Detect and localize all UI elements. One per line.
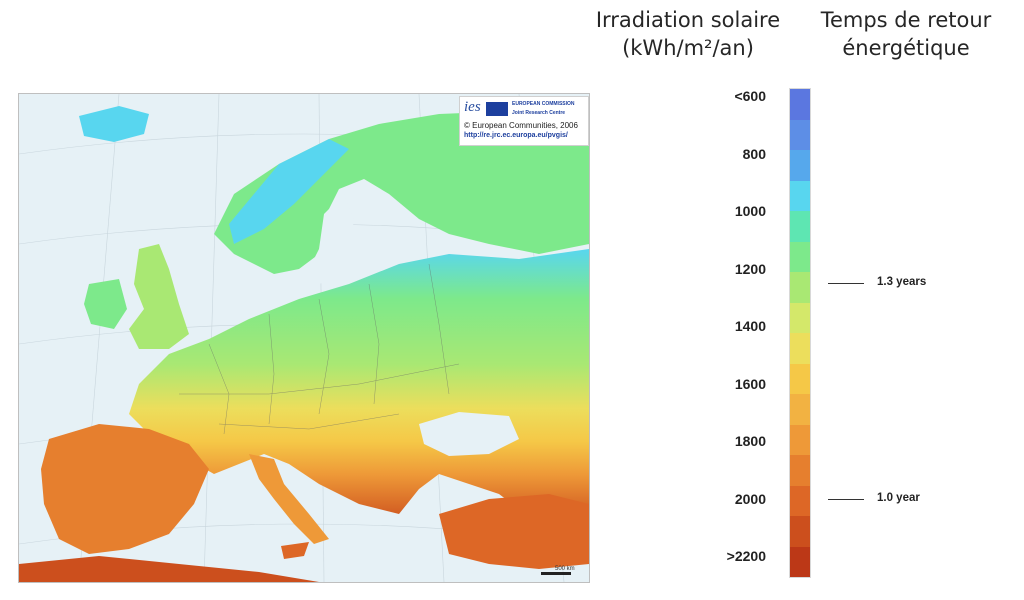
- scale-bar: [541, 572, 571, 575]
- eu-flag-icon: [486, 102, 508, 116]
- colorbar-segment: [790, 333, 810, 364]
- sicily: [281, 542, 309, 559]
- ec-logo-text: EUROPEAN COMMISSION: [512, 101, 575, 107]
- colorbar-segment: [790, 516, 810, 547]
- colorbar-tick-label: 1800: [734, 433, 766, 449]
- colorbar-segment: [790, 150, 810, 181]
- italy: [249, 454, 329, 544]
- jrc-logo-box: ies EUROPEAN COMMISSION Joint Research C…: [459, 96, 589, 146]
- north-africa: [19, 556, 319, 582]
- colorbar-tick-label: 1200: [734, 260, 766, 277]
- ireland: [84, 279, 127, 329]
- mainland-europe: [129, 249, 589, 524]
- irradiation-header-line1: Irradiation solaire: [595, 8, 781, 32]
- colorbar-segment: [790, 302, 810, 333]
- return-header-line1: Temps de retour: [820, 8, 992, 32]
- map-canvas: [19, 94, 589, 582]
- colorbar-tick-label: 2000: [734, 490, 766, 507]
- map-source-url: http://re.jrc.ec.europa.eu/pvgis/: [464, 132, 568, 139]
- colorbar-segment: [790, 363, 810, 394]
- return-header-line2: énergétique: [842, 36, 970, 60]
- colorbar-segment: [790, 241, 810, 272]
- baltic-sea: [309, 194, 354, 284]
- payback-label: 1.3 years: [877, 275, 927, 288]
- colorbar-segment: [790, 211, 810, 242]
- ies-logo: ies: [464, 99, 481, 115]
- borders: [179, 263, 460, 435]
- payback-line: [828, 282, 864, 284]
- colorbar-tick-label: 1000: [734, 203, 766, 219]
- colorbar-segment: [790, 546, 810, 577]
- colorbar-tick-label: <600: [734, 88, 766, 104]
- colorbar-segment: [790, 485, 810, 516]
- colorbar-tick-label: 800: [742, 145, 766, 162]
- colorbar-segment: [790, 424, 810, 455]
- payback-label: 1.0 year: [877, 491, 920, 504]
- irradiation-colorbar: [789, 88, 811, 578]
- colorbar-tick-label: 1400: [734, 318, 766, 334]
- map-copyright: © European Communities, 2006: [464, 121, 578, 130]
- irradiation-header-line2: (kWh/m²/an): [622, 36, 754, 60]
- black-sea: [419, 412, 519, 456]
- colorbar-segment: [790, 394, 810, 425]
- anatolia: [439, 494, 589, 569]
- colorbar-tick-label: >2200: [726, 548, 766, 564]
- return-header: Temps de retour énergétique: [806, 6, 1006, 62]
- scale-label: 500 km: [555, 566, 575, 572]
- jrc-logo-text: Joint Research Centre: [512, 110, 566, 116]
- colorbar-segment: [790, 89, 810, 120]
- colorbar-segment: [790, 119, 810, 150]
- iceland: [79, 106, 149, 142]
- irradiation-header: Irradiation solaire (kWh/m²/an): [588, 6, 788, 62]
- colorbar-segment: [790, 455, 810, 486]
- colorbar-tick-label: 1600: [734, 375, 766, 392]
- europe-irradiation-map: ies EUROPEAN COMMISSION Joint Research C…: [18, 93, 590, 583]
- great-britain: [129, 244, 189, 349]
- colorbar-segment: [790, 180, 810, 211]
- iberian-peninsula: [41, 424, 209, 554]
- payback-line: [828, 498, 864, 500]
- norway-coast: [229, 139, 349, 244]
- colorbar-segment: [790, 272, 810, 303]
